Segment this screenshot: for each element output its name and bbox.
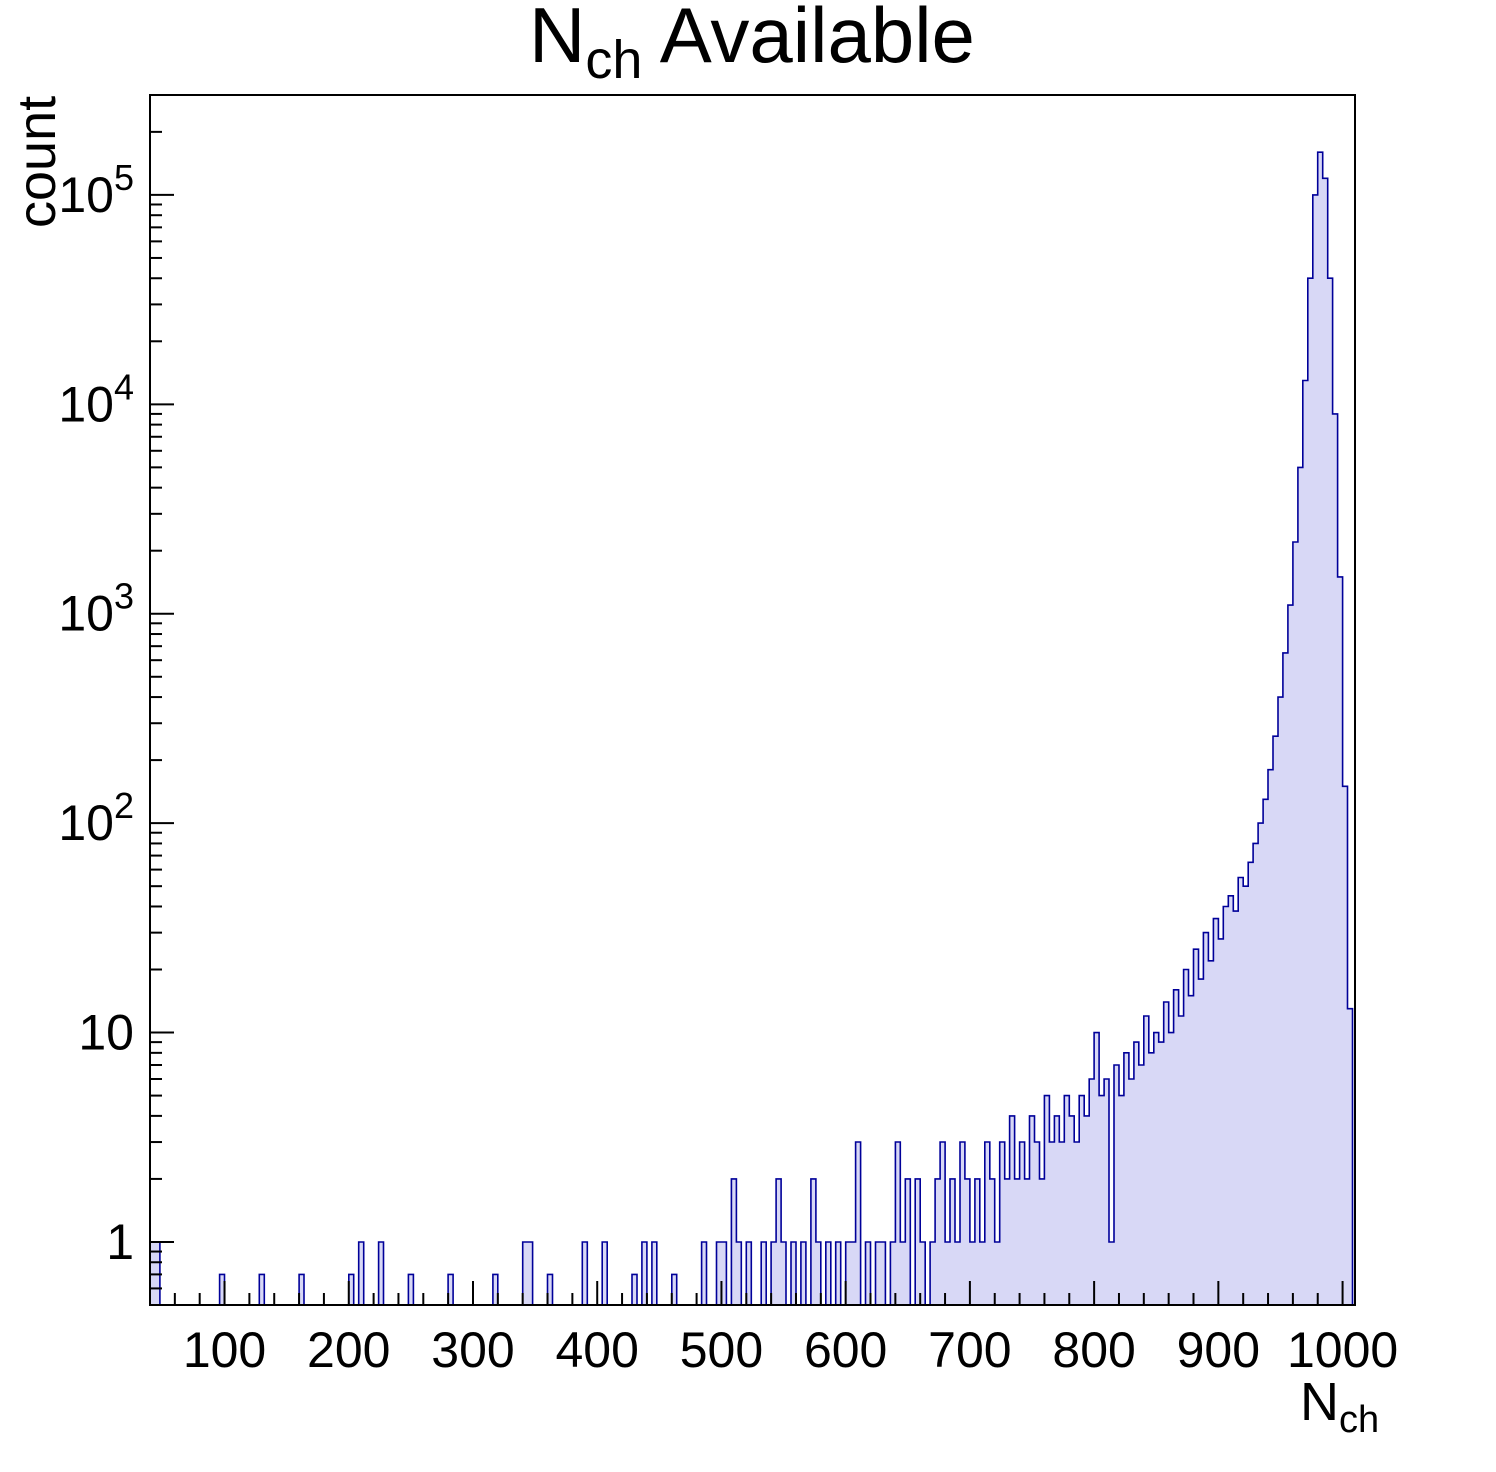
chart-title: Nch Available [529,0,975,90]
y-tick-label: 1 [106,1214,134,1270]
x-tick-label: 700 [928,1322,1011,1378]
y-axis-labels: 1 10 102 103 104 105 [58,157,134,1270]
x-tick-label: 400 [555,1322,638,1378]
y-tick-label: 102 [58,785,134,851]
y-axis-title: count [7,96,67,228]
x-axis-title-main: N [1300,1372,1339,1432]
plot-frame [149,94,1356,1306]
x-tick-label: 300 [431,1322,514,1378]
chart-title-suffix: Available [642,0,975,79]
y-axis-ticks [150,130,174,1290]
x-tick-label: 500 [680,1322,763,1378]
x-axis-labels: 100 200 300 400 500 600 700 800 900 1000 [183,1322,1398,1378]
y-axis-title-text: count [7,96,67,228]
x-tick-label: 200 [307,1322,390,1378]
y-tick-label: 10 [78,1005,134,1061]
y-tick-label: 103 [58,576,134,642]
x-tick-label: 1000 [1287,1322,1398,1378]
x-tick-label: 100 [183,1322,266,1378]
histogram-path [149,151,1354,1306]
x-axis-title: Nch [1300,1372,1379,1441]
x-tick-label: 900 [1177,1322,1260,1378]
y-tick-label: 105 [58,157,134,223]
chart-title-main: N [529,0,585,79]
y-tick-label: 104 [58,366,134,432]
bars-layer [149,151,1354,1306]
chart-title-subscript: ch [585,30,642,90]
x-tick-label: 600 [804,1322,887,1378]
x-tick-label: 800 [1052,1322,1135,1378]
x-axis-title-subscript: ch [1339,1399,1379,1441]
x-axis-ticks [173,1281,1344,1305]
